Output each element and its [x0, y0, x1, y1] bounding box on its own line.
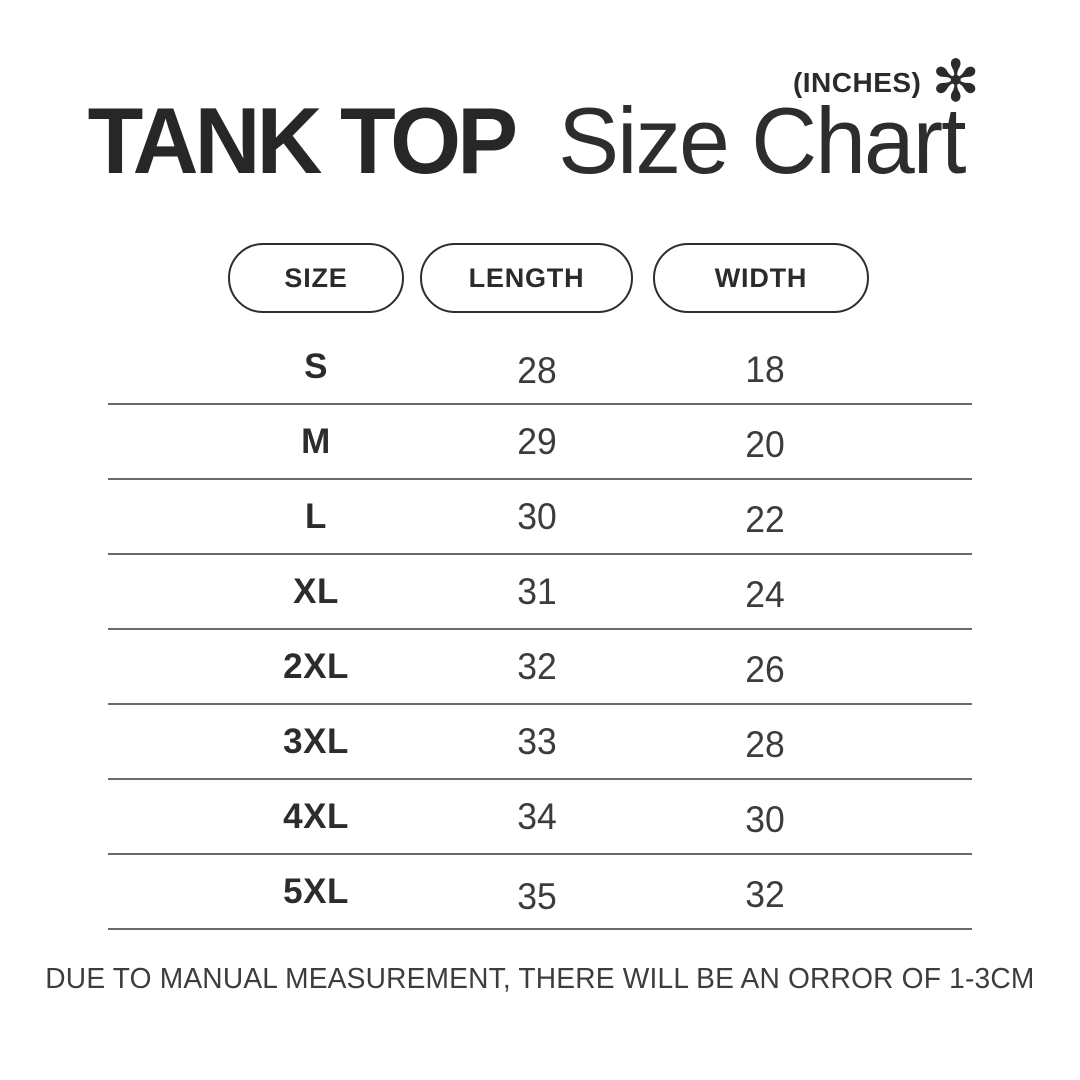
length-cell: 35 [517, 875, 557, 917]
length-cell: 29 [517, 420, 557, 462]
size-cell: 2XL [283, 646, 349, 686]
page-title-product: TANK TOP [88, 88, 518, 193]
column-header-width: WIDTH [653, 243, 869, 313]
units-label: (INCHES) [792, 67, 922, 98]
size-cell: M [301, 421, 331, 461]
length-cell: 30 [517, 495, 557, 537]
page-title: TANK TOP Size Chart [0, 94, 1066, 188]
length-cell: 31 [517, 570, 557, 612]
footer: DUE TO MANUAL MEASUREMENT, THERE WILL BE… [0, 963, 1080, 996]
width-cell: 28 [745, 723, 785, 765]
width-cell: 26 [745, 648, 785, 690]
length-cell: 32 [517, 645, 557, 687]
size-cell: L [305, 496, 327, 536]
size-cell: S [304, 346, 328, 386]
width-cell: 32 [745, 873, 785, 915]
units-row: (INCHES) ✻ [792, 47, 980, 115]
asterisk-icon: ✻ [931, 47, 980, 115]
width-cell: 18 [745, 348, 785, 390]
width-cell: 24 [745, 573, 785, 615]
size-cell: 3XL [283, 721, 349, 761]
length-cell: 28 [517, 349, 557, 391]
table-row: S 28 18 [108, 330, 972, 405]
column-header-length-label: LENGTH [468, 262, 585, 293]
table-row: 4XL 34 30 [108, 780, 972, 855]
length-cell: 33 [517, 720, 557, 762]
width-cell: 20 [745, 423, 785, 465]
table-row: M 29 20 [108, 405, 972, 480]
column-header-length: LENGTH [420, 243, 633, 313]
width-cell: 22 [745, 498, 785, 540]
width-cell: 30 [745, 798, 785, 840]
size-cell: 4XL [283, 796, 349, 836]
column-header-width-label: WIDTH [714, 262, 808, 293]
measurement-note: DUE TO MANUAL MEASUREMENT, THERE WILL BE… [45, 963, 1035, 995]
column-header-size: SIZE [228, 243, 404, 313]
length-cell: 34 [517, 795, 557, 837]
table-row: 2XL 32 26 [108, 630, 972, 705]
size-cell: XL [293, 571, 339, 611]
size-cell: 5XL [283, 871, 349, 911]
table-row: 5XL 35 32 [108, 855, 972, 930]
table-row: XL 31 24 [108, 555, 972, 630]
page-title-suffix: Size Chart [557, 88, 966, 193]
table-row: 3XL 33 28 [108, 705, 972, 780]
column-header-size-label: SIZE [284, 262, 348, 293]
table-row: L 30 22 [108, 480, 972, 555]
